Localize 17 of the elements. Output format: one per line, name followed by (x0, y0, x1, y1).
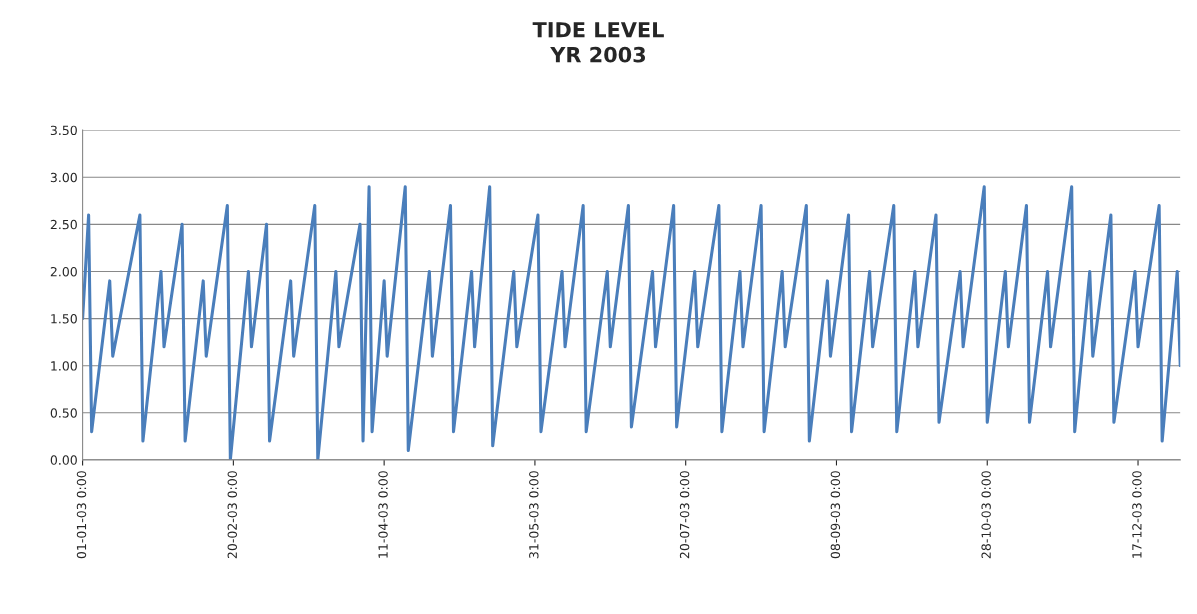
x-tick-label: 20-02-03 0:00 (227, 471, 237, 559)
y-tick-label: 3.50 (50, 125, 77, 136)
y-tick-label: 0.00 (50, 455, 77, 465)
y-tick-label: 1.50 (51, 314, 77, 324)
x-tick-label: 17-12-03 0:00 (1132, 471, 1142, 558)
y-tick-label: 0.50 (50, 408, 77, 418)
y-tick-label: 2.50 (50, 219, 77, 230)
y-tick-label: 3.00 (50, 172, 77, 183)
x-tick-label: 01-01-03 0:00 (76, 471, 87, 559)
x-tick-label: 08-09-03 0:00 (830, 471, 841, 559)
y-tick-label: 2.00 (50, 266, 77, 277)
x-tick-label: 20-07-03 0:00 (679, 471, 690, 559)
x-tick-label: 11-04-03 0:00 (378, 471, 388, 558)
chart-title: TIDE LEVEL YR 2003 (532, 22, 664, 63)
x-tick-label: 31-05-03 0:00 (529, 471, 539, 559)
y-tick-label: 1.00 (51, 361, 77, 371)
x-tick-label: 28-10-03 0:00 (981, 471, 991, 559)
